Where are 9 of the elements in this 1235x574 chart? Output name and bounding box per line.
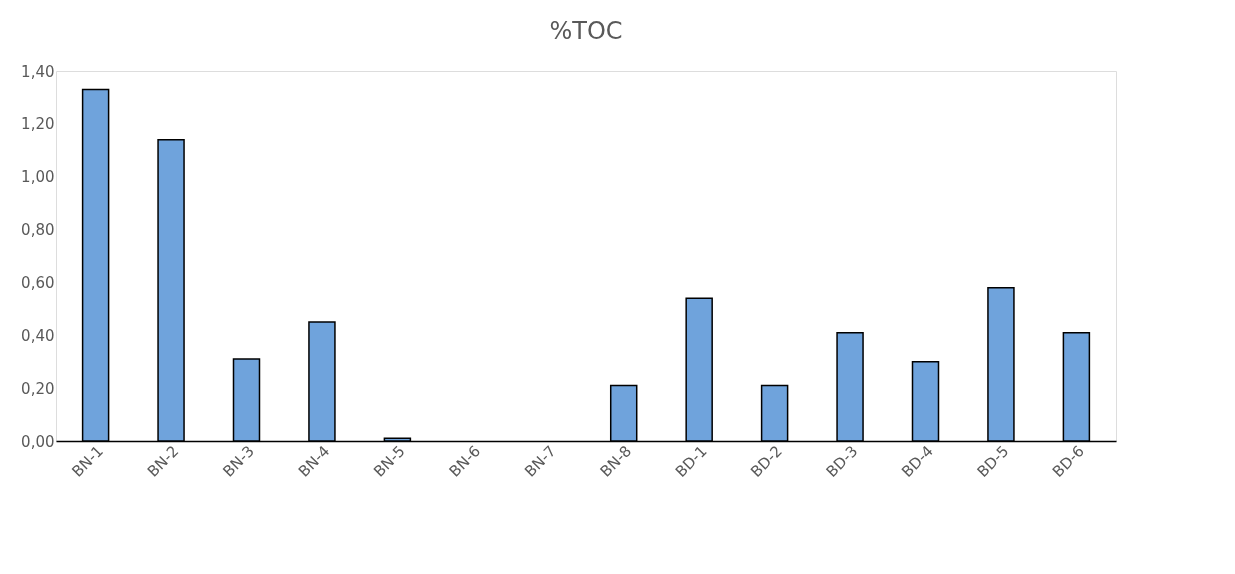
y-tick-label: 0,20: [21, 379, 55, 398]
y-tick-label: 1,20: [21, 115, 55, 134]
y-tick-label: 1,00: [21, 168, 55, 187]
y-tick-label: 0,80: [21, 221, 55, 240]
y-tick-label: 0,60: [21, 273, 55, 292]
y-tick-label: 0,00: [21, 432, 55, 451]
chart-title: %TOC: [549, 17, 623, 45]
y-tick-label: 0,40: [21, 326, 55, 345]
y-tick-label: 1,40: [21, 62, 55, 81]
